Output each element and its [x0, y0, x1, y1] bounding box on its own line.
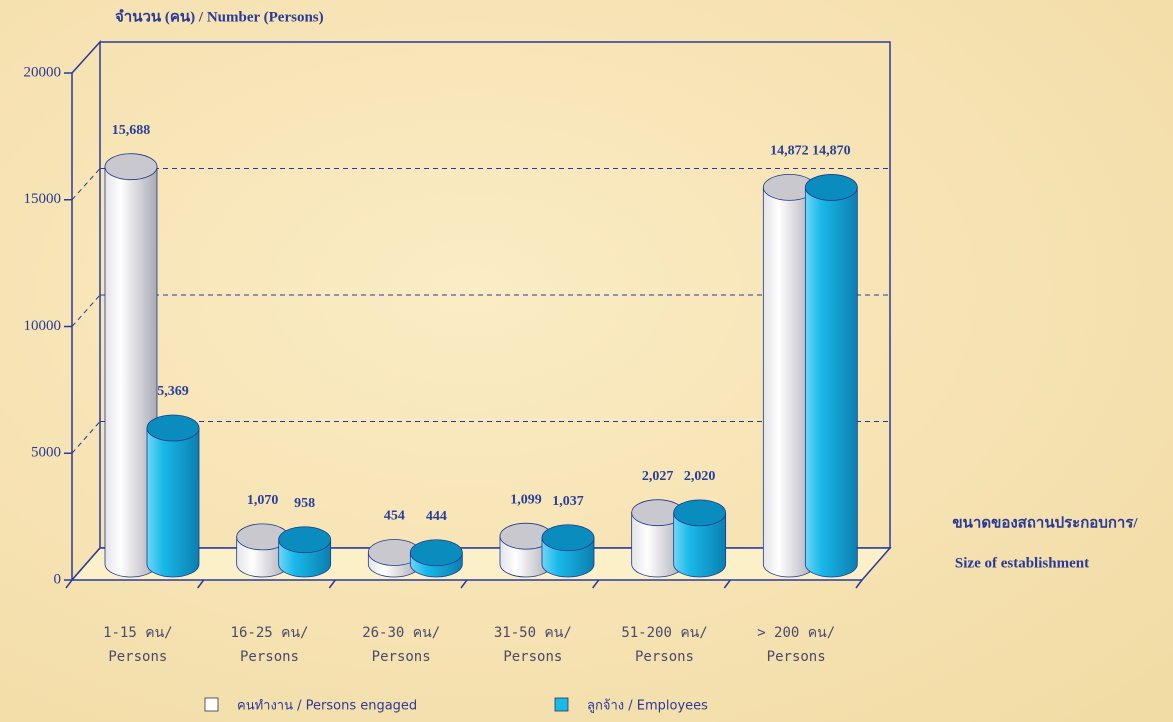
value-label: 14,872 — [770, 144, 809, 159]
value-label: 5,369 — [157, 384, 189, 399]
bar — [409, 539, 463, 578]
value-label: 1,070 — [247, 493, 279, 508]
x-tick-label: 51-200 คน/ — [621, 625, 707, 641]
bar — [804, 174, 858, 578]
value-label: 1,099 — [510, 492, 542, 507]
x-tick — [197, 579, 205, 589]
y-axis-title: จำนวน (คน) / Number (Persons) — [115, 8, 324, 25]
x-tick — [723, 579, 731, 589]
bar — [146, 414, 200, 578]
legend-label: ลูกจ้าง / Employees — [587, 699, 708, 714]
x-tick — [855, 579, 863, 589]
x-tick-label: 16-25 คน/ — [231, 625, 309, 641]
value-label: 454 — [384, 509, 405, 524]
x-tick-label: Persons — [108, 649, 167, 665]
grid-line — [71, 294, 101, 327]
y-tick-label: 10000 — [24, 318, 62, 334]
x-axis-title: ขนาดของสถานประกอบการ/ — [952, 515, 1138, 531]
y-tick-label: 5000 — [31, 445, 61, 461]
bar — [367, 539, 421, 578]
legend-swatch — [204, 697, 219, 712]
x-tick — [65, 579, 73, 589]
bar — [278, 526, 332, 578]
value-label: 2,020 — [684, 469, 716, 484]
x-tick-label: Persons — [635, 649, 694, 665]
x-tick-label: > 200 คน/ — [757, 625, 835, 641]
x-tick — [460, 579, 468, 589]
x-tick-label: Persons — [240, 649, 299, 665]
bar — [499, 522, 553, 578]
bar — [673, 499, 727, 578]
y-tick-label: 0 — [54, 571, 62, 587]
legend-swatch — [554, 697, 569, 712]
y-tick-label: 15000 — [24, 191, 62, 207]
legend-label: คนทำงาน / Persons engaged — [237, 699, 417, 714]
value-label: 15,688 — [112, 123, 151, 138]
value-label: 958 — [294, 496, 315, 511]
x-tick-label: Persons — [372, 649, 431, 665]
x-tick-label: 31-50 คน/ — [494, 625, 572, 641]
x-tick-label: Persons — [503, 649, 562, 665]
x-tick — [328, 579, 336, 589]
y-tick-label: 20000 — [24, 64, 62, 80]
bar — [631, 499, 685, 578]
bar — [236, 523, 290, 578]
bar — [541, 524, 595, 578]
grid-line — [71, 168, 101, 201]
grid-line — [71, 421, 101, 454]
x-axis-title: Size of establishment — [955, 555, 1089, 571]
x-tick-label: 1-15 คน/ — [103, 625, 173, 641]
value-label: 14,870 — [812, 144, 851, 159]
x-tick-label: 26-30 คน/ — [362, 625, 440, 641]
value-label: 444 — [426, 509, 447, 524]
value-label: 2,027 — [642, 469, 674, 484]
value-label: 1,037 — [552, 494, 584, 509]
x-tick — [592, 579, 600, 589]
x-tick-label: Persons — [767, 649, 826, 665]
